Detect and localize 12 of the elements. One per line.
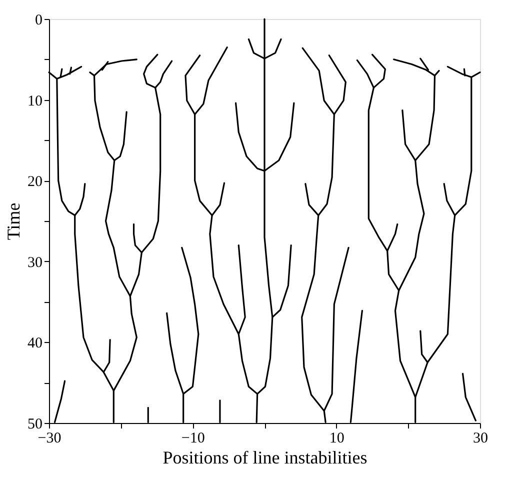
- x-axis-title: Positions of line instabilities: [162, 448, 368, 468]
- x-tick-label: 10: [329, 430, 344, 446]
- y-tick-label: 30: [28, 254, 42, 271]
- x-tick-label: −10: [181, 430, 205, 446]
- y-tick-label: 10: [28, 93, 42, 110]
- y-tick-label: 20: [28, 174, 42, 190]
- x-tick-label: −30: [38, 430, 62, 446]
- y-axis-title: Time: [4, 202, 24, 240]
- x-tick-label: 30: [473, 430, 488, 446]
- y-tick-label: 50: [28, 416, 42, 432]
- y-tick-label: 40: [28, 336, 42, 352]
- y-tick-label: 0: [35, 12, 42, 28]
